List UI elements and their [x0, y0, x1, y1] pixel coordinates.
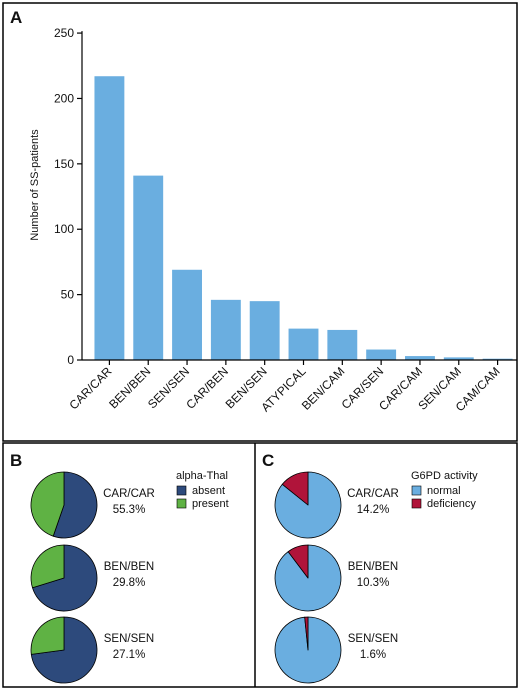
y-tick-label-150: 150	[54, 157, 74, 171]
bar-atypical	[288, 328, 319, 360]
bar-sen-sen	[172, 269, 202, 360]
pie-slice-alpha-thal-ben-ben-present	[30, 544, 65, 589]
pie-label-g6pd-sen-sen: SEN/SEN	[348, 633, 399, 645]
panel-c-g6pd: CAR/CAR 14.2% BEN/BEN 10.3% SEN/SEN 1.6% G6PD…	[274, 470, 478, 684]
bar-ben-cam	[327, 329, 358, 360]
pies-g6pd: CAR/CAR 14.2% BEN/BEN 10.3% SEN/SEN 1.6%	[274, 471, 399, 684]
y-tick-label-0: 0	[67, 353, 74, 367]
panel-b-alpha-thal: CAR/CAR 55.3% BEN/BEN 29.8% SEN/SEN 27.1% alp…	[30, 470, 229, 684]
pie-value-alpha-thal-sen-sen: 27.1%	[113, 649, 146, 661]
x-tick-label-ben-cam: BEN/CAM	[299, 364, 348, 413]
bar-sen-cam	[443, 357, 474, 360]
legend-label-g6pd-deficiency: deficiency	[427, 498, 476, 510]
pie-value-g6pd-ben-ben: 10.3%	[357, 577, 390, 589]
y-axis-label: Number of SS-patients	[29, 129, 41, 241]
pie-value-g6pd-sen-sen: 1.6%	[360, 649, 386, 661]
y-tick-label-100: 100	[54, 222, 74, 236]
x-tick-label-ben-ben: BEN/BEN	[106, 364, 153, 411]
pie-label-alpha-thal-car-car: CAR/CAR	[103, 488, 155, 500]
pie-value-g6pd-car-car: 14.2%	[357, 504, 390, 516]
legend-swatch-alpha-thal-absent	[176, 485, 187, 496]
panel-letter-b: B	[10, 451, 22, 470]
legend-label-g6pd-normal: normal	[427, 485, 461, 497]
legend-swatch-g6pd-deficiency	[411, 498, 422, 509]
pie-slice-alpha-thal-ben-ben-absent	[32, 544, 98, 612]
legend-swatch-alpha-thal-present	[176, 498, 187, 509]
panel-bc-frame	[2, 442, 518, 688]
y-tick-label-250: 250	[54, 26, 74, 40]
bar-ben-ben	[133, 175, 164, 360]
pie-value-alpha-thal-car-car: 55.3%	[113, 504, 146, 516]
bars	[94, 76, 513, 360]
panel-letter-a: A	[10, 8, 22, 27]
bar-cam-cam	[482, 358, 513, 360]
pie-slice-g6pd-car-car-deficiency	[281, 471, 309, 506]
bar-car-sen	[366, 349, 397, 360]
bar-ben-sen	[249, 301, 280, 360]
pie-label-g6pd-ben-ben: BEN/BEN	[348, 561, 399, 573]
bar-car-car	[94, 76, 125, 360]
x-tick-label-car-car: CAR/CAR	[66, 364, 114, 412]
y-axis-ticks: 0 50 100 150 200 250	[54, 26, 82, 367]
y-tick-label-50: 50	[61, 288, 75, 302]
bar-car-ben	[210, 299, 241, 360]
legend-label-alpha-thal-present: present	[192, 498, 229, 510]
pie-slice-alpha-thal-sen-sen-present	[30, 616, 65, 655]
pie-slice-g6pd-ben-ben-deficiency	[287, 544, 309, 579]
bar-car-cam	[405, 356, 435, 360]
x-axis-ticks: CAR/CARBEN/BENSEN/SENCAR/BENBEN/SENATYPI…	[66, 360, 503, 415]
pies-alpha-thal: CAR/CAR 55.3% BEN/BEN 29.8% SEN/SEN 27.1%	[30, 471, 155, 684]
legend-title-alpha-thal: alpha-Thal	[176, 470, 228, 482]
pie-label-alpha-thal-sen-sen: SEN/SEN	[104, 633, 155, 645]
pie-slice-g6pd-sen-sen-deficiency	[304, 616, 309, 651]
legend-label-alpha-thal-absent: absent	[192, 485, 225, 497]
bar-chart: Number of SS-patients 0 50 100 150 200 250 CA…	[29, 26, 517, 415]
panel-letter-c: C	[262, 451, 274, 470]
pie-label-alpha-thal-ben-ben: BEN/BEN	[104, 561, 155, 573]
legend-title-g6pd: G6PD activity	[411, 470, 478, 482]
panel-a-frame	[2, 2, 518, 442]
pie-value-alpha-thal-ben-ben: 29.8%	[113, 577, 146, 589]
pie-label-g6pd-car-car: CAR/CAR	[347, 488, 399, 500]
legend-swatch-g6pd-normal	[411, 485, 422, 496]
x-tick-label-car-ben: CAR/BEN	[183, 364, 231, 412]
pie-slice-alpha-thal-car-car-present	[30, 471, 65, 537]
y-tick-label-200: 200	[54, 91, 74, 105]
